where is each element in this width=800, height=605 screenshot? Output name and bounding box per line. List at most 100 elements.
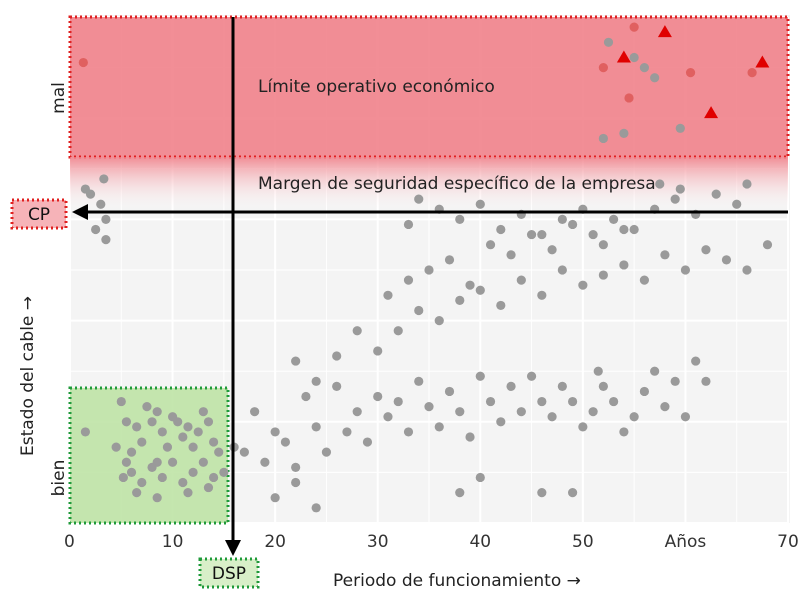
dsp-box xyxy=(198,557,260,589)
data-point xyxy=(593,366,603,376)
data-point xyxy=(747,68,757,78)
data-point xyxy=(121,457,132,467)
data-point xyxy=(670,376,680,386)
x-tick-label: 30 xyxy=(367,532,389,552)
data-point xyxy=(557,381,567,391)
data-point xyxy=(742,265,752,275)
x-tick-label: 70 xyxy=(777,532,799,552)
data-point xyxy=(629,412,639,422)
data-point xyxy=(496,300,506,311)
x-tick-label: Años xyxy=(665,532,707,552)
data-point xyxy=(655,179,665,189)
data-point xyxy=(198,457,208,467)
data-point xyxy=(675,184,685,194)
data-point xyxy=(639,386,650,397)
data-point xyxy=(203,482,214,493)
data-point xyxy=(742,179,752,189)
data-point xyxy=(675,123,685,133)
data-point xyxy=(639,275,650,285)
data-point xyxy=(762,240,773,250)
data-point xyxy=(321,447,332,457)
x-tick-label: 10 xyxy=(162,532,184,552)
data-point xyxy=(465,432,475,442)
x-tick-label: 40 xyxy=(469,532,491,552)
data-point xyxy=(373,346,383,356)
data-point xyxy=(475,285,485,295)
data-point xyxy=(496,417,506,427)
data-point xyxy=(173,417,183,427)
data-point xyxy=(485,396,496,407)
data-point xyxy=(629,224,639,235)
data-point xyxy=(639,63,650,73)
data-point xyxy=(475,199,485,209)
data-point xyxy=(239,447,249,457)
data-point xyxy=(721,255,732,265)
data-point xyxy=(291,477,301,488)
data-point xyxy=(516,275,526,285)
data-point xyxy=(152,407,162,417)
data-point xyxy=(147,462,157,472)
data-point xyxy=(455,407,465,417)
data-point xyxy=(650,366,660,376)
data-point xyxy=(568,488,578,498)
data-point xyxy=(660,402,670,412)
y-axis-label: Estado del cable → xyxy=(18,296,38,456)
data-point xyxy=(383,412,393,422)
data-point xyxy=(680,412,691,422)
data-point xyxy=(209,472,219,483)
data-point xyxy=(116,396,126,407)
data-point xyxy=(701,376,711,386)
data-point xyxy=(547,412,557,422)
data-point xyxy=(537,229,547,240)
data-point xyxy=(732,199,742,209)
data-point xyxy=(332,381,342,391)
data-point xyxy=(691,356,701,366)
data-point xyxy=(680,265,691,275)
data-point xyxy=(101,214,111,224)
data-point xyxy=(137,477,147,488)
data-point xyxy=(183,488,193,498)
data-point xyxy=(301,391,311,402)
data-point-triangle xyxy=(657,25,672,38)
data-point xyxy=(85,189,96,199)
data-point xyxy=(670,194,680,204)
data-point xyxy=(568,219,578,230)
data-point xyxy=(598,133,608,144)
data-point xyxy=(147,417,157,427)
data-point xyxy=(80,427,90,437)
data-point xyxy=(250,407,260,417)
data-point xyxy=(537,396,547,407)
data-point xyxy=(444,255,455,265)
data-point-triangle xyxy=(616,50,631,63)
data-point xyxy=(557,265,567,275)
x-tick-label: 50 xyxy=(572,532,594,552)
data-point xyxy=(619,427,629,437)
data-point xyxy=(444,386,455,397)
data-point xyxy=(619,224,629,235)
data-point xyxy=(132,488,142,498)
data-point xyxy=(311,503,321,513)
dsp-arrowhead xyxy=(225,540,241,556)
data-point xyxy=(496,224,506,235)
data-point xyxy=(132,422,142,432)
data-point xyxy=(118,472,128,483)
cp-label: CP xyxy=(28,205,50,225)
data-point xyxy=(126,447,137,457)
data-point xyxy=(526,229,537,240)
data-point xyxy=(167,457,178,467)
safety-margin-label: Margen de seguridad específico de la emp… xyxy=(258,174,656,194)
data-point xyxy=(99,174,109,184)
data-point xyxy=(414,194,424,204)
data-point xyxy=(373,391,383,402)
data-point xyxy=(157,427,167,437)
data-point xyxy=(362,437,373,447)
data-point xyxy=(101,235,111,245)
x-axis-label: Periodo de funcionamiento → xyxy=(333,571,581,591)
data-point xyxy=(403,219,414,230)
data-point xyxy=(126,467,137,477)
data-point xyxy=(475,472,485,483)
data-point xyxy=(568,396,578,407)
data-point xyxy=(629,52,639,63)
data-point xyxy=(311,422,321,432)
